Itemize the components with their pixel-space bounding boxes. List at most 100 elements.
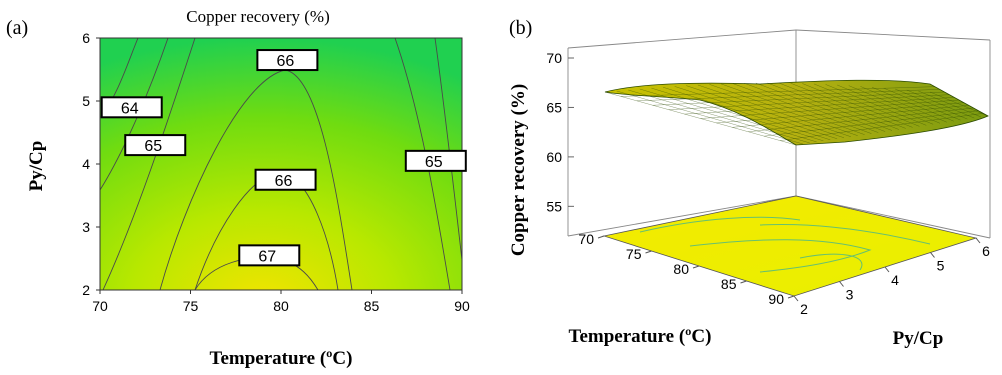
temperature-tick-mark: [597, 235, 605, 239]
y-tick-label: 3: [82, 219, 90, 235]
mesh-line: [906, 89, 975, 119]
mesh-line: [651, 87, 824, 142]
mesh-line: [748, 107, 974, 132]
x-tick-label: 85: [364, 298, 380, 314]
contour-line-65-left: [102, 38, 196, 290]
pycp-tick-mark: [930, 252, 935, 258]
box-frame: [567, 29, 991, 239]
pycp-tick-mark: [839, 281, 844, 287]
mesh-line: [686, 85, 845, 138]
contour-label-box: [254, 168, 317, 191]
panel-a-title: Copper recovery (%): [186, 7, 330, 26]
x-tick-label: 75: [183, 298, 199, 314]
surface-mesh: [604, 82, 989, 146]
mesh-line: [802, 83, 913, 128]
panel-a-xlabel: Temperature (ºC): [210, 348, 353, 369]
y-ticks: 2 3 4 5 6: [82, 30, 100, 298]
y-tick-label: 2: [82, 282, 90, 298]
mesh-line: [790, 83, 906, 129]
mesh-line: [700, 99, 960, 119]
z-ticks: 55 60 65 70: [546, 50, 574, 214]
mesh-line: [755, 82, 886, 132]
contour-label: 66: [276, 53, 294, 70]
panel-b-tag: (b): [509, 17, 532, 39]
pycp-tick-label: 4: [891, 272, 899, 288]
z-tick-label: 65: [546, 99, 562, 115]
mesh-line: [636, 89, 940, 102]
temperature-tick-mark: [787, 295, 795, 299]
x-tick-label: 80: [273, 298, 289, 314]
contour-label: 65: [144, 138, 162, 155]
mesh-line: [716, 102, 964, 124]
back-floor-right: [795, 195, 991, 239]
z-tick-label: 60: [546, 149, 562, 165]
pycp-tick-label: 6: [982, 243, 990, 259]
panel-a-tag: (a): [6, 17, 28, 39]
contour-label: 64: [121, 100, 139, 117]
contour-labels: 64 65 66 66 65 67: [100, 49, 467, 267]
y-tick-label: 5: [82, 93, 90, 109]
contour-line-64b: [100, 38, 169, 191]
contour-label-box: [124, 134, 187, 157]
x-ticks: 70 75 80 85 90: [92, 290, 470, 314]
temperature-tick-label: 90: [768, 291, 784, 307]
contour-label: 67: [258, 248, 276, 265]
pycp-tick-label: 2: [800, 301, 808, 317]
pycp-tick-mark: [884, 266, 890, 273]
pycp-tick-label: 3: [846, 287, 854, 303]
contour-label-box: [238, 244, 301, 267]
mesh-line: [929, 91, 989, 117]
mesh-line: [620, 86, 935, 97]
temperature-tick-label: 80: [673, 261, 689, 277]
mesh-line: [767, 82, 893, 131]
temperature-tick-label: 85: [721, 276, 737, 292]
temperature-tick-label: 70: [578, 231, 594, 247]
floor-plane: [602, 195, 978, 297]
mesh-line: [697, 84, 851, 137]
mesh-line: [744, 83, 879, 133]
back-floor-left: [567, 195, 797, 237]
mesh-line: [652, 91, 945, 106]
mesh-line: [780, 113, 984, 141]
mesh-line: [721, 83, 865, 135]
x-tick-label: 90: [454, 298, 470, 314]
contour-label-box: [256, 49, 319, 72]
mesh-line: [813, 83, 920, 127]
mesh-line: [732, 83, 872, 134]
pycp-ticks: 2 3 4 5 6: [793, 237, 990, 317]
panel-b-ylabel: Py/Cp: [893, 328, 944, 349]
z-tick-label: 55: [546, 198, 562, 214]
panel-b: (b) 55 60 65 70 70 75 80 85 90 2 3 4 5 6 Copper rec…: [508, 17, 991, 349]
mesh-line: [662, 87, 831, 141]
z-tick-label: 70: [546, 50, 562, 66]
mesh-line: [825, 84, 927, 126]
mesh-line: [732, 105, 969, 128]
mesh-line: [639, 88, 817, 143]
mesh-line: [895, 88, 968, 120]
y-tick-label: 4: [82, 156, 90, 172]
pycp-tick-mark: [793, 295, 799, 302]
mesh-line: [674, 86, 838, 139]
mesh-line: [628, 89, 810, 144]
pycp-tick-label: 5: [937, 258, 945, 274]
panel-b-xlabel: Temperature (ºC): [569, 326, 712, 347]
x-tick-label: 70: [92, 298, 108, 314]
mesh-line: [684, 97, 955, 115]
temperature-ticks: 70 75 80 85 90: [578, 231, 795, 307]
mesh-line: [837, 84, 934, 125]
response-surface: [604, 79, 989, 146]
floor-contours: [639, 216, 931, 273]
mesh-line: [871, 87, 954, 122]
temperature-tick-mark: [740, 280, 747, 284]
contour-label: 65: [425, 154, 443, 171]
panel-b-zlabel: Copper recovery (%): [508, 84, 529, 256]
temperature-tick-label: 75: [626, 246, 642, 262]
mesh-line: [668, 94, 950, 110]
contour-label: 66: [275, 173, 293, 190]
contour-label-box: [100, 96, 163, 119]
temperature-tick-mark: [692, 265, 700, 269]
back-top-left: [567, 29, 797, 49]
mesh-line: [764, 110, 979, 137]
back-top-right: [795, 29, 991, 41]
